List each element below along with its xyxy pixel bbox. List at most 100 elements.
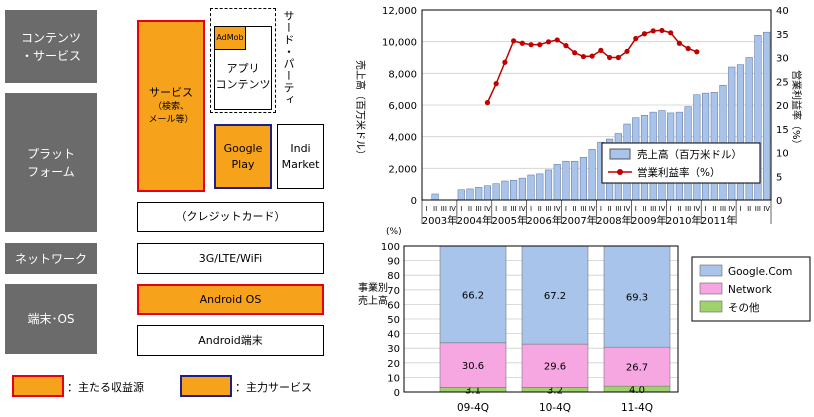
c1-quarter-label: IV: [484, 205, 491, 213]
layer-platform: プラット フォーム: [5, 93, 97, 232]
c1-y2-tick: 15: [776, 125, 789, 136]
c1-y-tick: 2,000: [388, 164, 417, 175]
category-label: 11-4Q: [621, 402, 653, 414]
c1-quarter-label: III: [476, 205, 482, 213]
margin-point: [528, 42, 534, 48]
c2-y-tick: 80: [387, 271, 400, 282]
c1-quarter-label: I: [495, 205, 497, 213]
third-party-label: サード・パーティ: [282, 10, 295, 106]
margin-point: [650, 28, 656, 34]
chart2-legend: Google.Com Network その他: [691, 256, 811, 322]
services-sub: （検索、 メール等）: [148, 102, 194, 125]
legend-swatch: [699, 282, 723, 295]
admob-label: AdMob: [216, 33, 244, 42]
c1-quarter-label: II: [747, 205, 751, 213]
c1-y2-tick: 10: [776, 149, 789, 160]
c1-y2-tick: 5: [776, 172, 782, 183]
c1-quarter-label: IV: [589, 205, 596, 213]
c1-year-label: 2005年: [492, 214, 527, 227]
c1-y-tick: 0: [411, 196, 417, 207]
category-label: 10-4Q: [539, 402, 571, 414]
google-play-box: Google Play: [214, 124, 272, 189]
margin-point: [580, 53, 587, 60]
c1-quarter-label: IV: [624, 205, 631, 213]
margin-point: [598, 47, 604, 53]
c2-y-tick: 40: [387, 330, 400, 341]
c1-quarter-label: IV: [693, 205, 700, 213]
margin-point: [694, 49, 700, 55]
margin-point: [537, 42, 543, 48]
margin-point: [624, 48, 630, 54]
c1-quarter-label: IV: [519, 205, 526, 213]
c2-y-tick: 10: [387, 373, 400, 384]
c2-y-tick: 70: [387, 286, 400, 297]
segment-value-label: 3.1: [465, 386, 481, 397]
legend-margin-marker: [617, 169, 623, 175]
c1-quarter-label: II: [573, 205, 577, 213]
c1-y-tick: 12,000: [382, 6, 417, 17]
margin-point: [484, 100, 491, 106]
margin-point: [545, 39, 552, 45]
c1-quarter-label: III: [685, 205, 691, 213]
segment-bar: [603, 346, 671, 387]
c1-quarter-label: I: [460, 205, 462, 213]
segment-value-label: 29.6: [544, 362, 566, 373]
c1-y-tick: 6,000: [388, 101, 417, 112]
c1-year-label: 2004年: [457, 214, 492, 227]
c1-year-label: 2010年: [666, 214, 701, 227]
c1-y-tick: 4,000: [388, 133, 417, 144]
margin-point: [554, 37, 560, 43]
c1-quarter-label: II: [712, 205, 716, 213]
c2-y-tick: 90: [387, 257, 400, 268]
google-play-label: Google Play: [223, 141, 263, 171]
c1-quarter-label: I: [600, 205, 602, 213]
c1-y2-tick: 30: [776, 54, 789, 65]
segment-value-label: 4.0: [629, 385, 645, 396]
c1-quarter-label: III: [580, 205, 586, 213]
c1-quarter-label: I: [530, 205, 532, 213]
margin-point: [633, 35, 639, 42]
c1-quarter-label: III: [545, 205, 551, 213]
segment-bar: [603, 245, 671, 348]
network-label: 3G/LTE/WiFi: [198, 251, 263, 265]
share-axis-label-line2: 売上高: [358, 294, 388, 307]
c1-y2-tick: 35: [776, 30, 789, 41]
c1-quarter-label: I: [425, 205, 427, 213]
c1-quarter-label: IV: [659, 205, 666, 213]
network-box: 3G/LTE/WiFi: [137, 243, 324, 274]
chart1-legend: 売上高（百万米ドル） 営業利益率（%）: [601, 142, 761, 184]
margin-point: [511, 38, 517, 44]
revenue-margin-chart: 0 2,000 4,000 6,000 8,000 10,000 12,000 0 5 10 15 2…: [354, 6, 803, 227]
c1-quarter-label: I: [705, 205, 707, 213]
c2-y-tick: 20: [387, 359, 400, 370]
category-label: 09-4Q: [457, 402, 489, 414]
margin-point: [519, 40, 525, 46]
c2-y-tick: 60: [387, 300, 400, 311]
segment-value-label: 69.3: [626, 293, 648, 304]
android-device-box: Android端末: [137, 325, 324, 356]
margin-point: [563, 43, 569, 49]
margin-point: [572, 50, 578, 56]
c1-quarter-label: II: [433, 205, 437, 213]
c1-year-label: 2009年: [631, 214, 666, 227]
margin-point: [676, 40, 682, 46]
c1-quarter-label: III: [650, 205, 656, 213]
credit-card-label: （クレジットカード）: [175, 210, 286, 223]
segment-bar: [521, 343, 589, 388]
app-contents-label: アプリ コンテンツ: [215, 62, 271, 91]
margin-point: [493, 81, 499, 87]
c1-y2-tick: 25: [776, 77, 789, 88]
c1-quarter-label: III: [720, 205, 726, 213]
c1-y-tick: 10,000: [382, 38, 417, 49]
margin-point: [685, 45, 691, 52]
c1-quarter-label: I: [670, 205, 672, 213]
android-os-label: Android OS: [199, 292, 262, 306]
legend-entry: その他: [728, 301, 760, 314]
android-os-box: Android OS: [137, 284, 324, 315]
c1-year-label: 2011年: [701, 214, 736, 227]
credit-card-box: （クレジットカード）: [137, 202, 324, 232]
c1-quarter-label: II: [538, 205, 542, 213]
revenue-axis-label: 売上高（百万米ドル）: [354, 60, 367, 160]
margin-axis-label: 営業利益率（%）: [790, 70, 803, 150]
c1-y2-tick: 20: [776, 101, 789, 112]
